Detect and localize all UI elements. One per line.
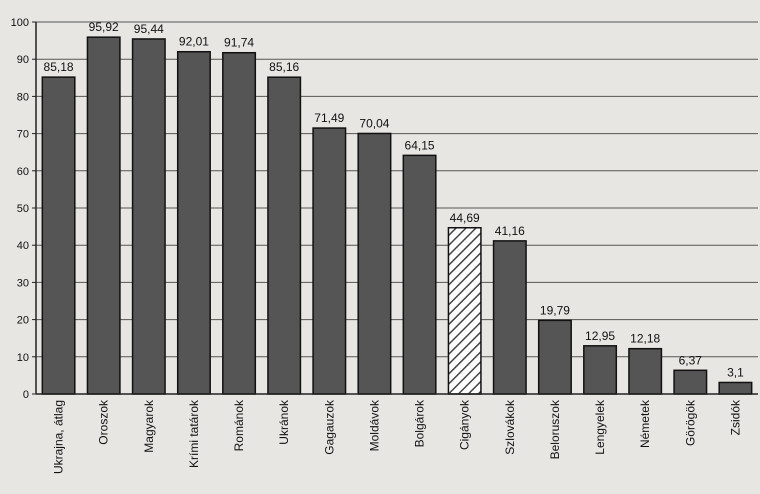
bar-krími-tatárok xyxy=(176,50,211,395)
category-label: Németek xyxy=(638,399,652,448)
data-label: 12,18 xyxy=(630,332,660,346)
category-label: Beloruszok xyxy=(548,399,562,459)
y-tick-label: 70 xyxy=(17,129,29,141)
bar-cigányok xyxy=(447,227,482,395)
data-label: 71,49 xyxy=(314,111,344,125)
bar-oroszok xyxy=(86,36,121,395)
data-label: 6,37 xyxy=(679,353,703,367)
category-label: Krími tatárok xyxy=(187,399,201,468)
category-label: Bolgárok xyxy=(413,399,427,447)
y-tick-label: 80 xyxy=(17,91,29,103)
bar-németek xyxy=(628,347,663,395)
bar-magyarok xyxy=(131,38,166,395)
axes: 0 10 20 30 40 50 60 70 80 90 100 xyxy=(11,17,758,401)
bar-beloruszok xyxy=(537,319,572,395)
category-label: Moldávok xyxy=(367,399,381,451)
category-label: Gagauzok xyxy=(322,399,336,455)
data-label: 95,92 xyxy=(89,20,119,34)
bar-moldávok xyxy=(357,132,392,395)
data-label: 19,79 xyxy=(540,303,570,317)
data-label: 12,95 xyxy=(585,329,615,343)
category-label: Görögök xyxy=(683,399,697,446)
y-tick-label: 100 xyxy=(11,17,29,29)
data-label: 85,16 xyxy=(269,60,299,74)
data-label: 70,04 xyxy=(359,116,389,130)
data-label: 92,01 xyxy=(179,35,209,49)
bar-románok xyxy=(222,51,257,395)
bar-ukránok xyxy=(267,76,302,395)
bar-ukrajna-átlag xyxy=(41,76,76,395)
bar-görögök xyxy=(673,369,708,395)
bar-lengyelek xyxy=(583,345,618,395)
category-label: Cigányok xyxy=(458,399,472,450)
category-label: Ukrajna, átlag xyxy=(52,400,66,474)
data-label: 95,44 xyxy=(134,22,164,36)
y-tick-label: 60 xyxy=(17,166,29,178)
bar-zsidók xyxy=(718,381,753,395)
bar-szlovákok xyxy=(492,240,527,395)
data-labels: 85,18 Ukrajna, átlag 95,92 Oroszok 95,44 Magy… xyxy=(44,20,745,474)
y-tick-label: 10 xyxy=(17,352,29,364)
y-tick-label: 90 xyxy=(17,54,29,66)
category-label: Magyarok xyxy=(142,399,156,453)
category-label: Szlovákok xyxy=(503,399,517,455)
data-label: 91,74 xyxy=(224,36,254,50)
category-label: Zsidók xyxy=(728,399,742,435)
y-tick-label: 30 xyxy=(17,277,29,289)
bar-gagauzok xyxy=(312,127,347,395)
category-label: Románok xyxy=(232,399,246,451)
data-label: 3,1 xyxy=(727,365,744,379)
y-tick-label: 0 xyxy=(23,389,29,401)
bar-bolgárok xyxy=(402,154,437,395)
data-label: 44,69 xyxy=(450,211,480,225)
data-label: 41,16 xyxy=(495,224,525,238)
data-label: 85,18 xyxy=(44,60,74,74)
category-label: Lengyelek xyxy=(593,399,607,455)
y-tick-label: 20 xyxy=(17,315,29,327)
y-tick-label: 50 xyxy=(17,203,29,215)
data-label: 64,15 xyxy=(405,138,435,152)
y-tick-label: 40 xyxy=(17,240,29,252)
category-label: Ukránok xyxy=(277,399,291,445)
category-label: Oroszok xyxy=(97,399,111,445)
